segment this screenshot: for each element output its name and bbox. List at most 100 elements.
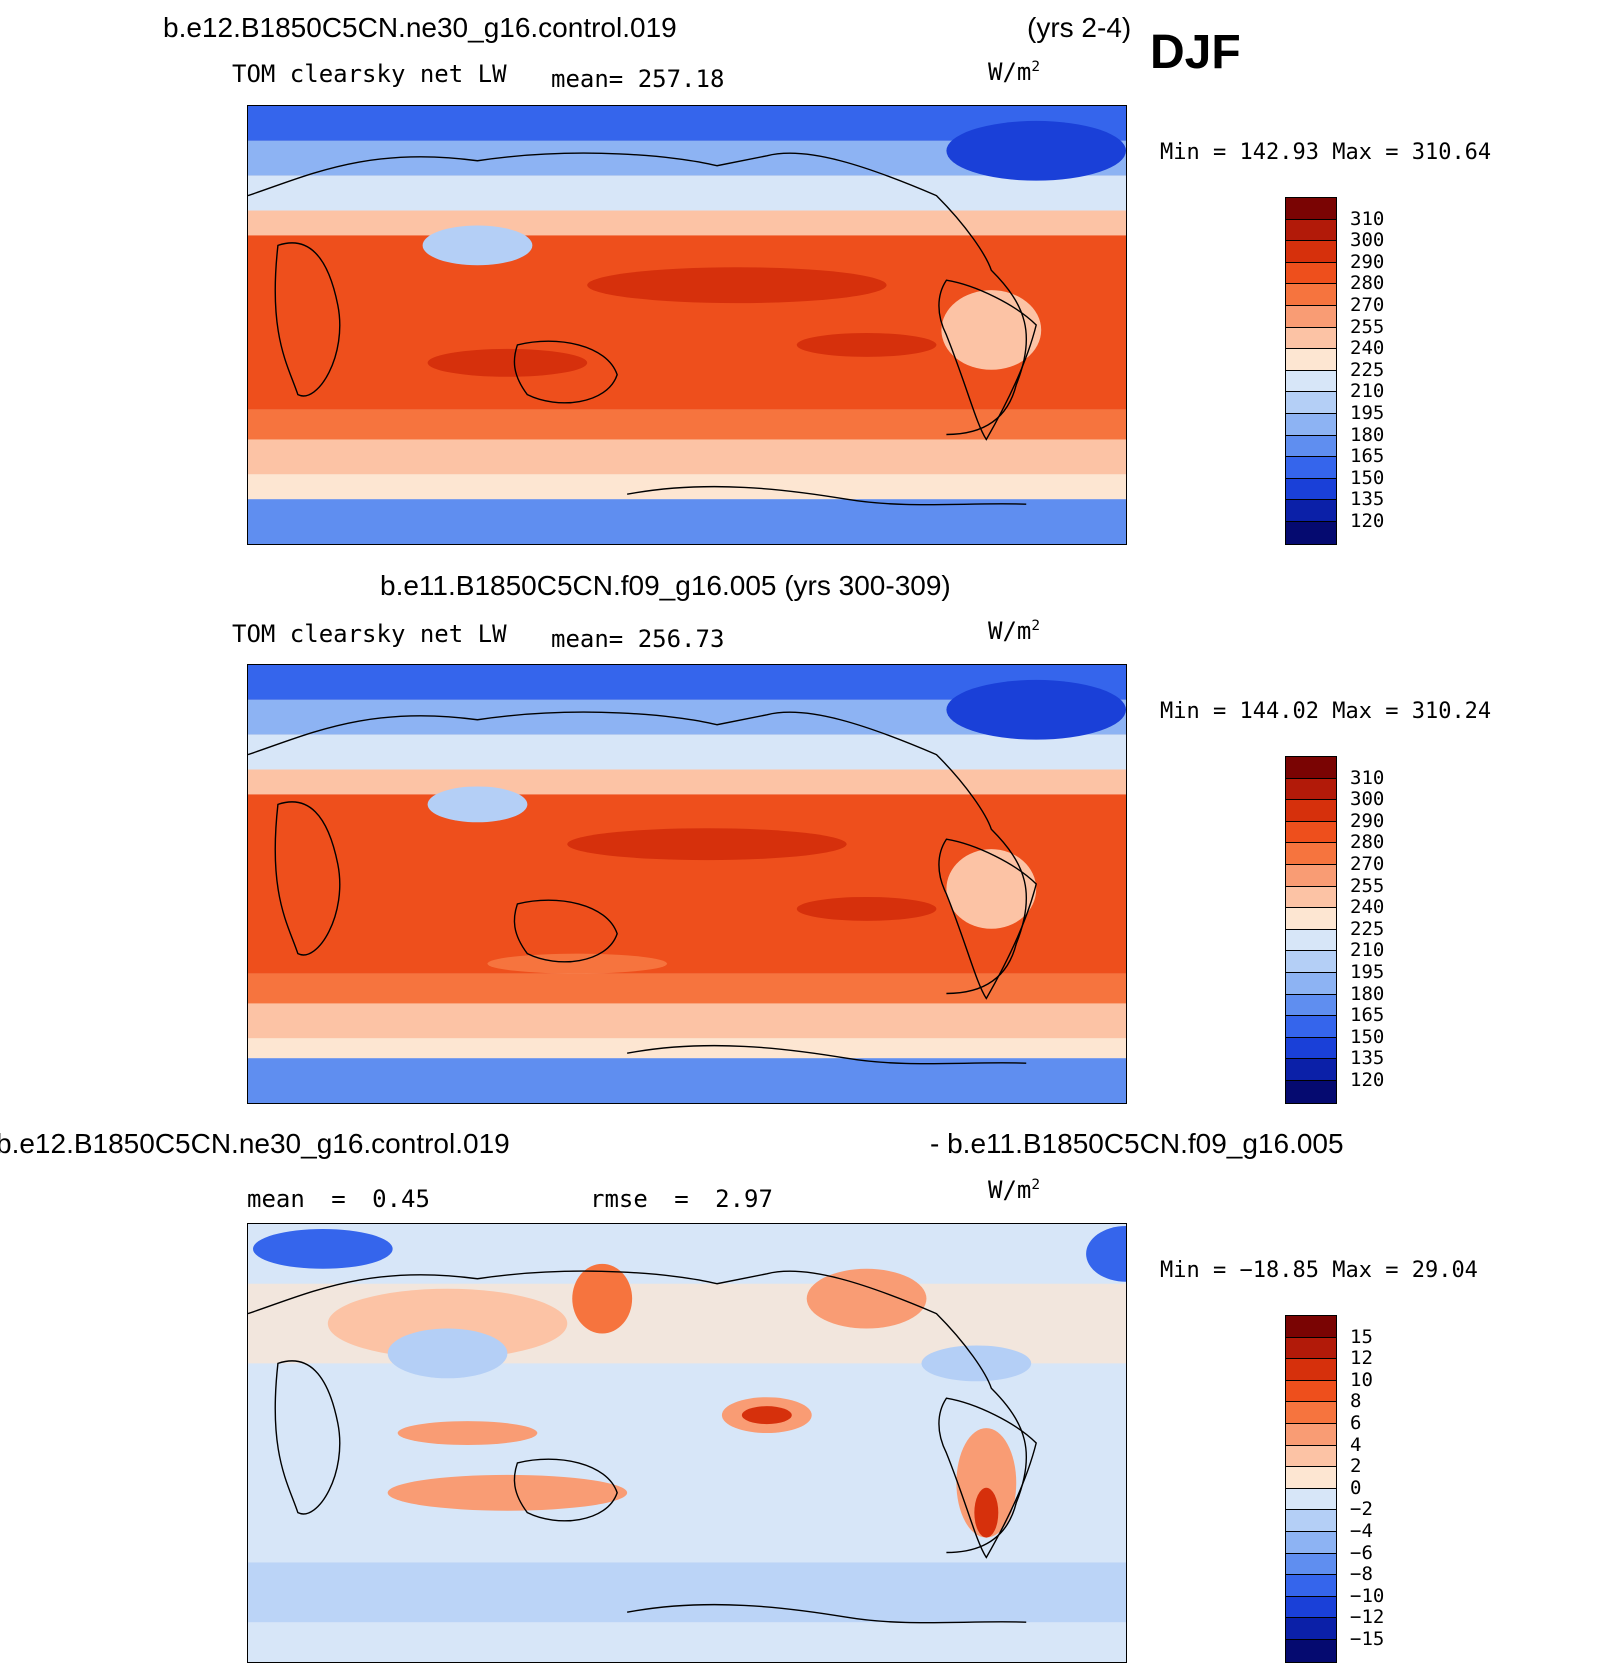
panel3-rmse: rmse = 2.97 [590, 1185, 773, 1213]
colorbar-level-label: 310 [1350, 766, 1385, 789]
panel2-map-svg [248, 665, 1126, 1103]
panel1-mean: mean= 257.18 [551, 65, 724, 93]
colorbar-swatch [1286, 478, 1336, 501]
colorbar-level-label: 240 [1350, 896, 1385, 919]
panel2-mean: mean= 256.73 [551, 625, 724, 653]
colorbar-level-label: −8 [1350, 1563, 1373, 1586]
colorbar-level-label: 195 [1350, 961, 1385, 983]
panel3-min-value: −18.85 [1239, 1258, 1319, 1283]
colorbar-swatch [1286, 349, 1336, 371]
colorbar-level-label: 310 [1350, 207, 1385, 230]
season-label: DJF [1150, 26, 1241, 79]
colorbar-level-label: 0 [1350, 1476, 1362, 1499]
colorbar-level-label: −15 [1350, 1628, 1385, 1650]
colorbar-level-label: −2 [1350, 1498, 1373, 1521]
colorbar-swatch [1286, 435, 1336, 458]
colorbar-level-label: 290 [1350, 809, 1385, 832]
colorbar-level-label: 290 [1350, 250, 1385, 273]
colorbar-swatch [1286, 1467, 1336, 1489]
colorbar-swatch [1286, 951, 1336, 973]
colorbar-swatch [1286, 1037, 1336, 1060]
panel2-units: W/m2 [988, 617, 1040, 645]
colorbar-swatch [1286, 1402, 1336, 1424]
colorbar-swatch [1286, 864, 1336, 887]
colorbar-swatch [1286, 1510, 1336, 1532]
panel1-min-label: Min = [1160, 140, 1227, 165]
colorbar-level-label: 240 [1350, 337, 1385, 360]
colorbar-swatch [1286, 262, 1336, 285]
colorbar-level-label: 165 [1350, 1004, 1385, 1027]
colorbar-level-label: 180 [1350, 423, 1385, 446]
panel3-mean: mean = 0.45 [247, 1185, 430, 1213]
colorbar-swatch [1286, 1359, 1336, 1381]
panel1-map [247, 105, 1127, 545]
panel2-variable: TOM clearsky net LW [232, 620, 507, 648]
colorbar-swatch [1286, 500, 1336, 522]
panel3-units-exp: 2 [1031, 1177, 1041, 1193]
colorbar-level-label: 225 [1350, 917, 1385, 940]
colorbar-swatch [1286, 800, 1336, 822]
colorbar-swatch [1286, 757, 1336, 779]
colorbar-swatch [1286, 457, 1336, 479]
colorbar-swatch [1286, 972, 1336, 995]
colorbar-swatch [1286, 198, 1336, 220]
panel1-mean-value: 257.18 [637, 65, 725, 93]
colorbar-swatch [1286, 219, 1336, 242]
panel1-min-value: 142.93 [1239, 140, 1319, 165]
colorbar-swatch [1286, 1553, 1336, 1576]
colorbar-level-label: 10 [1350, 1368, 1373, 1391]
colorbar-swatch [1286, 1531, 1336, 1554]
colorbar-level-label: 8 [1350, 1390, 1362, 1413]
colorbar-swatch [1286, 994, 1336, 1017]
colorbar-level-label: 120 [1350, 1069, 1385, 1091]
colorbar-level-label: 2 [1350, 1455, 1362, 1478]
panel1-minmax: Min = 142.93 Max = 310.64 [1160, 140, 1491, 165]
colorbar-level-label: 280 [1350, 272, 1385, 295]
colorbar-swatch [1286, 1316, 1336, 1338]
panel3-rmse-value: 2.97 [715, 1185, 773, 1213]
panel1-mean-label: mean= [551, 65, 624, 93]
colorbar-level-label: −12 [1350, 1606, 1385, 1629]
panel2-map [247, 664, 1127, 1104]
panel3-units-base: W/m [988, 1176, 1032, 1204]
colorbar-level-label: 255 [1350, 874, 1385, 897]
panel3-mean-value: 0.45 [372, 1185, 430, 1213]
colorbar-level-label: 270 [1350, 294, 1385, 316]
colorbar-level-label: 210 [1350, 939, 1385, 962]
panel3-max-label: Max = [1332, 1258, 1399, 1283]
colorbar-swatch [1286, 1337, 1336, 1360]
panel3-rmse-label: rmse = [590, 1185, 689, 1213]
panel2-max-value: 310.24 [1411, 699, 1492, 724]
panel1-units-exp: 2 [1031, 59, 1041, 75]
panel2-mean-label: mean= [551, 625, 624, 653]
colorbar-swatch [1286, 1059, 1336, 1081]
panel1-map-svg [248, 106, 1126, 544]
panel1-units-base: W/m [988, 58, 1032, 86]
panel3-min-label: Min = [1160, 1258, 1227, 1283]
colorbar-level-label: 225 [1350, 358, 1385, 381]
colorbar-level-label: −6 [1350, 1541, 1373, 1564]
colorbar-swatch [1286, 305, 1336, 328]
panel3-units: W/m2 [988, 1176, 1040, 1204]
panel1-max-label: Max = [1332, 140, 1399, 165]
colorbar-level-label: 180 [1350, 982, 1385, 1005]
colorbar-swatch [1286, 1639, 1336, 1662]
panel2-minmax: Min = 144.02 Max = 310.24 [1160, 699, 1491, 724]
panel3-max-value: 29.04 [1411, 1258, 1478, 1283]
colorbar-level-label: 135 [1350, 488, 1385, 511]
colorbar-swatch [1286, 521, 1336, 544]
panel1-units: W/m2 [988, 58, 1040, 86]
colorbar-swatch [1286, 284, 1336, 306]
panel3-map [247, 1223, 1127, 1663]
panel2-mean-value: 256.73 [637, 625, 725, 653]
panel2-case-title: b.e11.B1850C5CN.f09_g16.005 (yrs 300-309… [380, 570, 951, 601]
colorbar-swatch [1286, 821, 1336, 844]
colorbar-level-label: 300 [1350, 229, 1385, 252]
colorbar-level-label: 255 [1350, 315, 1385, 338]
colorbar-level-label: −10 [1350, 1584, 1385, 1607]
colorbar-level-label: 270 [1350, 853, 1385, 875]
colorbar-swatch [1286, 1445, 1336, 1468]
colorbar-swatch [1286, 327, 1336, 350]
colorbar-swatch [1286, 241, 1336, 263]
colorbar-level-label: 165 [1350, 445, 1385, 468]
